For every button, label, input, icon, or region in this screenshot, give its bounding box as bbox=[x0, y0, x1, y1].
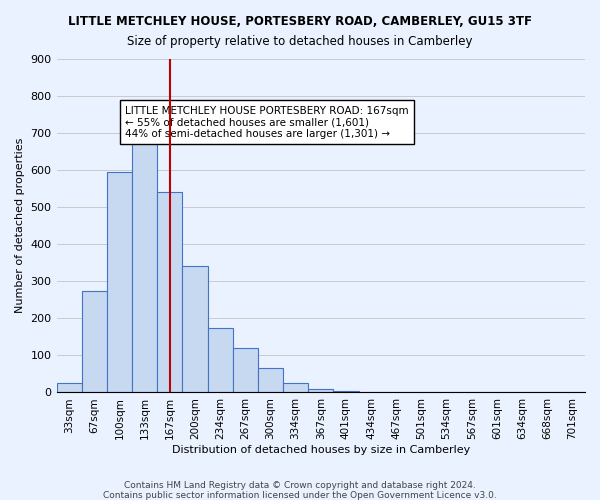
Bar bbox=[182, 266, 208, 392]
Y-axis label: Number of detached properties: Number of detached properties bbox=[15, 138, 25, 314]
Bar bbox=[132, 118, 157, 392]
Text: LITTLE METCHLEY HOUSE PORTESBERY ROAD: 167sqm
← 55% of detached houses are small: LITTLE METCHLEY HOUSE PORTESBERY ROAD: 1… bbox=[125, 106, 409, 139]
Bar bbox=[334, 390, 359, 392]
Bar bbox=[283, 383, 308, 392]
Bar bbox=[82, 290, 107, 392]
Bar bbox=[157, 192, 182, 392]
Text: Size of property relative to detached houses in Camberley: Size of property relative to detached ho… bbox=[127, 35, 473, 48]
Text: Contains public sector information licensed under the Open Government Licence v3: Contains public sector information licen… bbox=[103, 491, 497, 500]
Bar bbox=[308, 389, 334, 392]
X-axis label: Distribution of detached houses by size in Camberley: Distribution of detached houses by size … bbox=[172, 445, 470, 455]
Bar bbox=[56, 383, 82, 392]
Bar bbox=[107, 172, 132, 392]
Bar bbox=[233, 348, 258, 393]
Text: LITTLE METCHLEY HOUSE, PORTESBERY ROAD, CAMBERLEY, GU15 3TF: LITTLE METCHLEY HOUSE, PORTESBERY ROAD, … bbox=[68, 15, 532, 28]
Bar bbox=[208, 328, 233, 392]
Text: Contains HM Land Registry data © Crown copyright and database right 2024.: Contains HM Land Registry data © Crown c… bbox=[124, 481, 476, 490]
Bar bbox=[258, 368, 283, 392]
